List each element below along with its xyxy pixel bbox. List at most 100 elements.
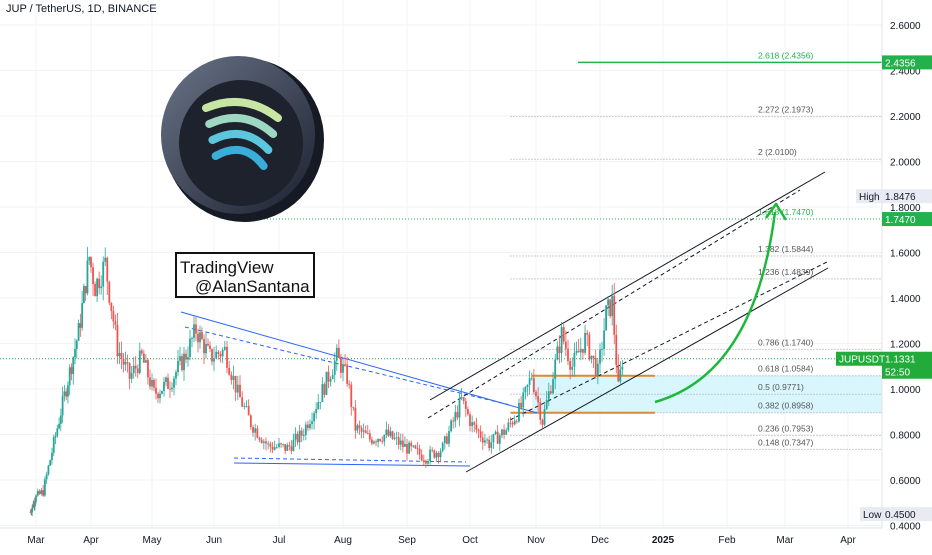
candle-body (528, 378, 531, 385)
candle-body (175, 372, 177, 379)
candle-body (72, 357, 75, 374)
candle-body (83, 286, 85, 304)
candle-body (439, 451, 442, 458)
candle-body (61, 395, 64, 416)
candle-body (120, 353, 123, 359)
candle-body (609, 299, 612, 317)
candle-body (560, 327, 563, 354)
candle-body (596, 363, 599, 377)
candle-body (96, 278, 98, 297)
candle-body (605, 305, 607, 331)
candle-body (473, 422, 476, 425)
candle-body (524, 387, 527, 393)
candle-body (391, 431, 394, 439)
candle-body (615, 334, 618, 366)
candle-body (241, 397, 244, 407)
candle-body (477, 429, 480, 432)
wedge-upper-line (180, 311, 538, 414)
candle-body (437, 452, 440, 458)
candle-body (571, 366, 574, 370)
candle-body (448, 431, 450, 444)
candle-body (98, 278, 101, 289)
fibonacci-levels: 2.618 (2.4356) 2.272 (2.1973) 2 (2.0100) 1.… (255, 50, 882, 450)
time-tick-label: Aug (334, 535, 352, 546)
candle-body (425, 460, 427, 464)
candle-body (234, 375, 237, 393)
candle-body (564, 341, 567, 349)
candle-body (395, 437, 398, 439)
price-tick-label: 2.0000 (890, 158, 921, 169)
candle-body (333, 360, 336, 375)
candle-body (518, 402, 520, 422)
candle-body (33, 503, 36, 506)
candle-body (416, 448, 419, 450)
candle-body (167, 377, 169, 389)
candle-body (43, 479, 46, 496)
candle-body (151, 380, 153, 387)
candle-body (247, 405, 250, 416)
candle-body (59, 415, 62, 424)
high-text-badge-bg (856, 189, 882, 204)
candle-body (56, 428, 59, 436)
projection-arrow-head (764, 202, 788, 221)
watermark-line-2: @AlanSantana (195, 277, 310, 296)
candle-body (159, 393, 161, 399)
wedge-lower-line (233, 462, 471, 467)
candle-body (118, 353, 121, 357)
candle-body (530, 378, 533, 380)
candle-body (414, 445, 417, 449)
candle-body (329, 379, 332, 382)
candle-body (462, 397, 465, 402)
candle-body (406, 443, 408, 454)
candle-body (377, 439, 379, 443)
candle-body (100, 286, 103, 289)
candle-body (79, 323, 82, 328)
price-tick-label: 2.2000 (890, 112, 921, 123)
candle-body (65, 391, 68, 397)
candle-body (603, 330, 605, 349)
candle-body (379, 439, 382, 441)
candle-body (554, 359, 557, 380)
candle-body (431, 449, 434, 451)
high-value-badge-bg (882, 189, 932, 204)
candle-body (456, 412, 459, 418)
time-tick-label: Feb (718, 535, 736, 546)
candle-body (38, 491, 41, 494)
candle-body (254, 428, 257, 433)
candle-body (381, 440, 384, 442)
candle-body (280, 443, 282, 445)
candle-body (346, 364, 349, 384)
candle-body (450, 420, 452, 432)
fib-label: 0.236 (0.7953) (758, 424, 813, 434)
candle-body (410, 442, 413, 447)
candle-body (364, 430, 367, 434)
candle-body (30, 511, 32, 513)
candle-body (217, 351, 220, 355)
candle-body (40, 490, 43, 494)
candle-body (373, 441, 375, 444)
candle-body (298, 430, 301, 443)
candle-body (503, 429, 505, 435)
candle-body (552, 379, 554, 394)
candle-body (67, 385, 69, 397)
candle-body (617, 365, 620, 382)
watermark-box: TradingView @AlanSantana (175, 252, 315, 298)
candle-body (262, 441, 265, 443)
watermark-line-1: TradingView (180, 258, 274, 277)
zones (0, 358, 882, 414)
candle-body (90, 257, 92, 268)
high-value-badge: 1.8476 (885, 192, 916, 203)
candle-body (509, 422, 512, 424)
candle-body (418, 448, 421, 455)
symbol-info: JUP / TetherUS, 1D, BINANCE (6, 3, 157, 15)
fib-label: 1.382 (1.5844) (758, 244, 813, 254)
candle-body (201, 332, 203, 340)
candle-body (161, 390, 163, 394)
candle-body (360, 427, 363, 432)
countdown-badge: 52:50 (885, 368, 910, 379)
candle-body (494, 431, 497, 435)
channel-mid-lower-dashed (509, 261, 828, 421)
symbol-badge: JUPUSDT (839, 355, 885, 366)
